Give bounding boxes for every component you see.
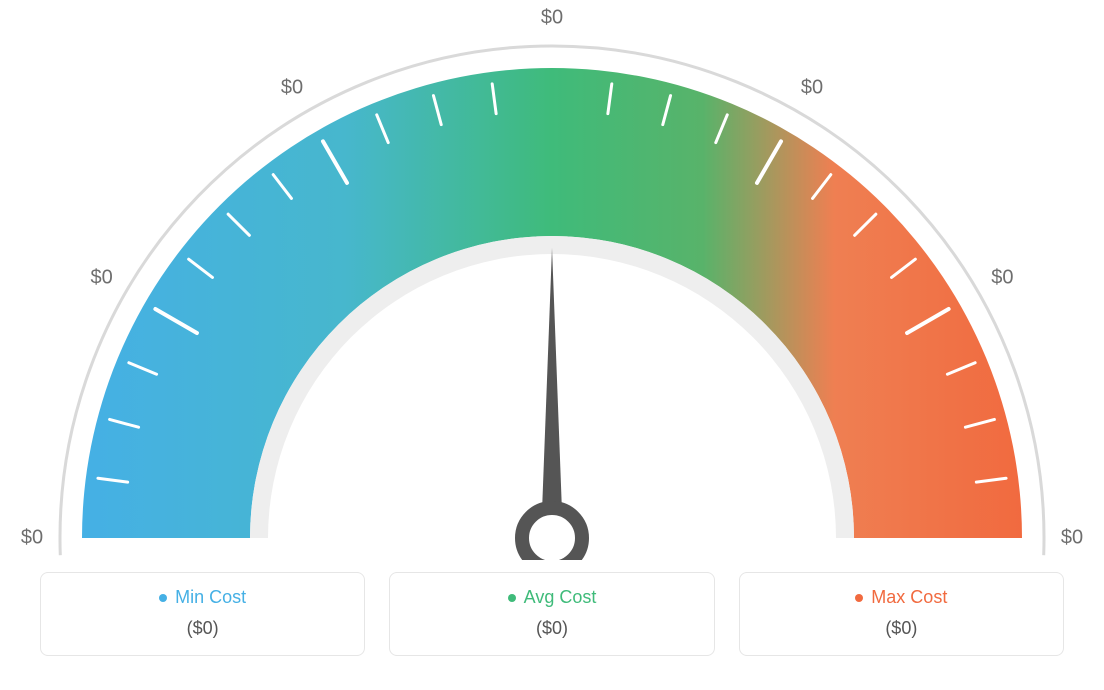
legend-title-avg: Avg Cost [508,587,597,608]
gauge-tick-label: $0 [21,527,43,550]
cost-gauge-panel: { "gauge": { "type": "gauge", "center_x"… [0,0,1104,690]
legend-label-avg: Avg Cost [524,587,597,608]
gauge-tick-label: $0 [541,7,563,30]
dot-icon [855,594,863,602]
legend-label-min: Min Cost [175,587,246,608]
legend-title-max: Max Cost [855,587,947,608]
dot-icon [159,594,167,602]
legend-row: Min Cost ($0) Avg Cost ($0) Max Cost ($0… [40,572,1064,656]
legend-label-max: Max Cost [871,587,947,608]
legend-title-min: Min Cost [159,587,246,608]
gauge-svg [0,0,1104,560]
gauge-tick-label: $0 [991,267,1013,290]
legend-card-min: Min Cost ($0) [40,572,365,656]
legend-card-avg: Avg Cost ($0) [389,572,714,656]
gauge-tick-label: $0 [801,76,823,99]
gauge-tick-label: $0 [1061,527,1083,550]
gauge-tick-label: $0 [91,267,113,290]
legend-value-avg: ($0) [400,618,703,639]
legend-value-max: ($0) [750,618,1053,639]
legend-value-min: ($0) [51,618,354,639]
gauge-chart: $0 $0 $0 $0 $0 $0 $0 [0,0,1104,560]
gauge-tick-label: $0 [281,76,303,99]
dot-icon [508,594,516,602]
legend-card-max: Max Cost ($0) [739,572,1064,656]
